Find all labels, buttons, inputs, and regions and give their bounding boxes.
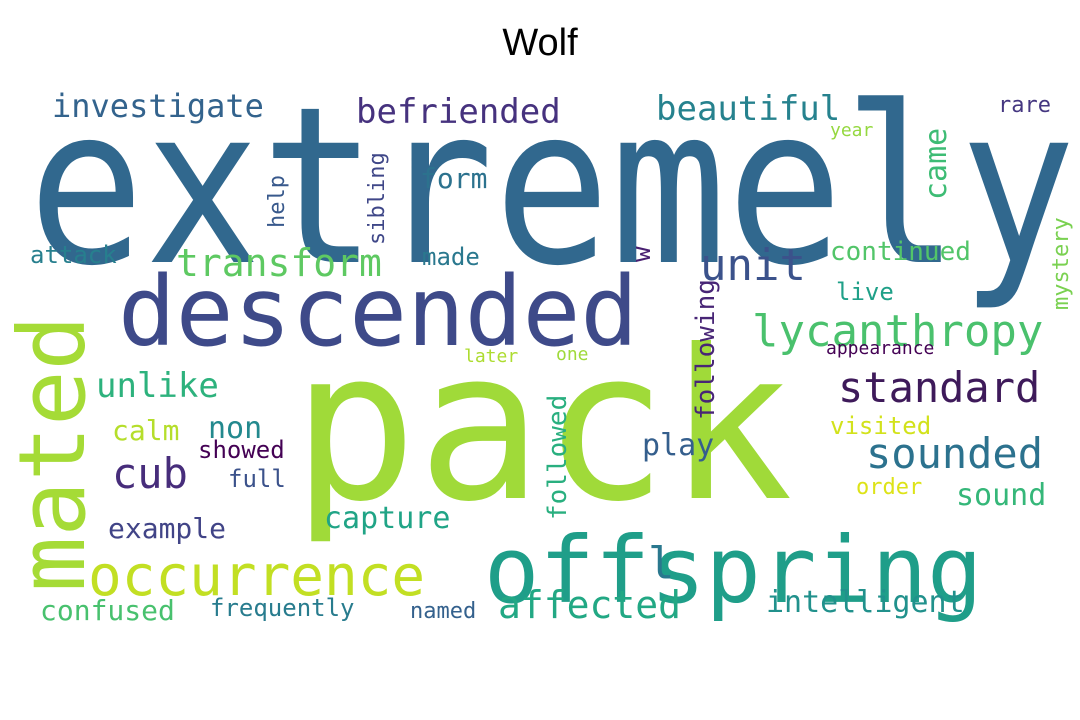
word-beautiful: beautiful: [656, 89, 840, 129]
word-order: order: [856, 475, 922, 500]
word-help: help: [265, 175, 290, 228]
word-offspring: offspring: [484, 517, 983, 624]
word-play: play: [642, 428, 714, 463]
word-came: came: [919, 128, 954, 200]
word-sound: sound: [956, 478, 1046, 513]
word-occurrence: occurrence: [88, 544, 425, 609]
word-followed: followed: [543, 395, 573, 520]
word-investigate: investigate: [52, 87, 264, 125]
word-visited: visited: [830, 412, 931, 440]
word-form: form: [420, 162, 487, 195]
word-w: w: [627, 246, 657, 262]
word-unit: unit: [700, 240, 806, 291]
word-continued: continued: [830, 237, 971, 267]
word-example: example: [108, 512, 226, 545]
word-mystery: mystery: [1049, 217, 1074, 310]
word-later: later: [464, 346, 518, 367]
word-showed: showed: [198, 436, 285, 464]
word-one: one: [556, 344, 589, 365]
word-cub: cub: [112, 449, 188, 498]
word-following: following: [691, 279, 721, 420]
word-confused: confused: [40, 594, 175, 627]
word-descended: descended: [118, 256, 638, 368]
word-attack: attack: [30, 241, 117, 269]
word-capture: capture: [324, 501, 450, 536]
word-full: full: [228, 465, 286, 493]
word-appearance: appearance: [826, 338, 934, 359]
word-named: named: [410, 599, 476, 624]
word-intelligent: intelligent: [766, 585, 965, 620]
word-l: l: [648, 538, 675, 589]
word-unlike: unlike: [96, 366, 219, 406]
word-sounded: sounded: [866, 429, 1043, 478]
word-pack: pack: [292, 306, 793, 548]
word-made: made: [422, 243, 480, 271]
word-transform: transform: [176, 241, 382, 285]
word-befriended: befriended: [356, 92, 561, 132]
word-non: non: [208, 411, 262, 446]
figure-title: Wolf: [502, 22, 578, 64]
word-affected: affected: [498, 583, 681, 627]
word-live: live: [836, 278, 894, 306]
word-calm: calm: [112, 414, 179, 447]
word-frequently: frequently: [210, 594, 355, 622]
word-rare: rare: [998, 93, 1051, 118]
word-lycanthropy: lycanthropy: [752, 306, 1043, 357]
word-year: year: [830, 120, 874, 141]
word-standard: standard: [838, 363, 1040, 412]
word-sibling: sibling: [365, 152, 390, 245]
word-mated: mated: [0, 315, 106, 592]
word-extremely: extremely: [28, 61, 1076, 314]
